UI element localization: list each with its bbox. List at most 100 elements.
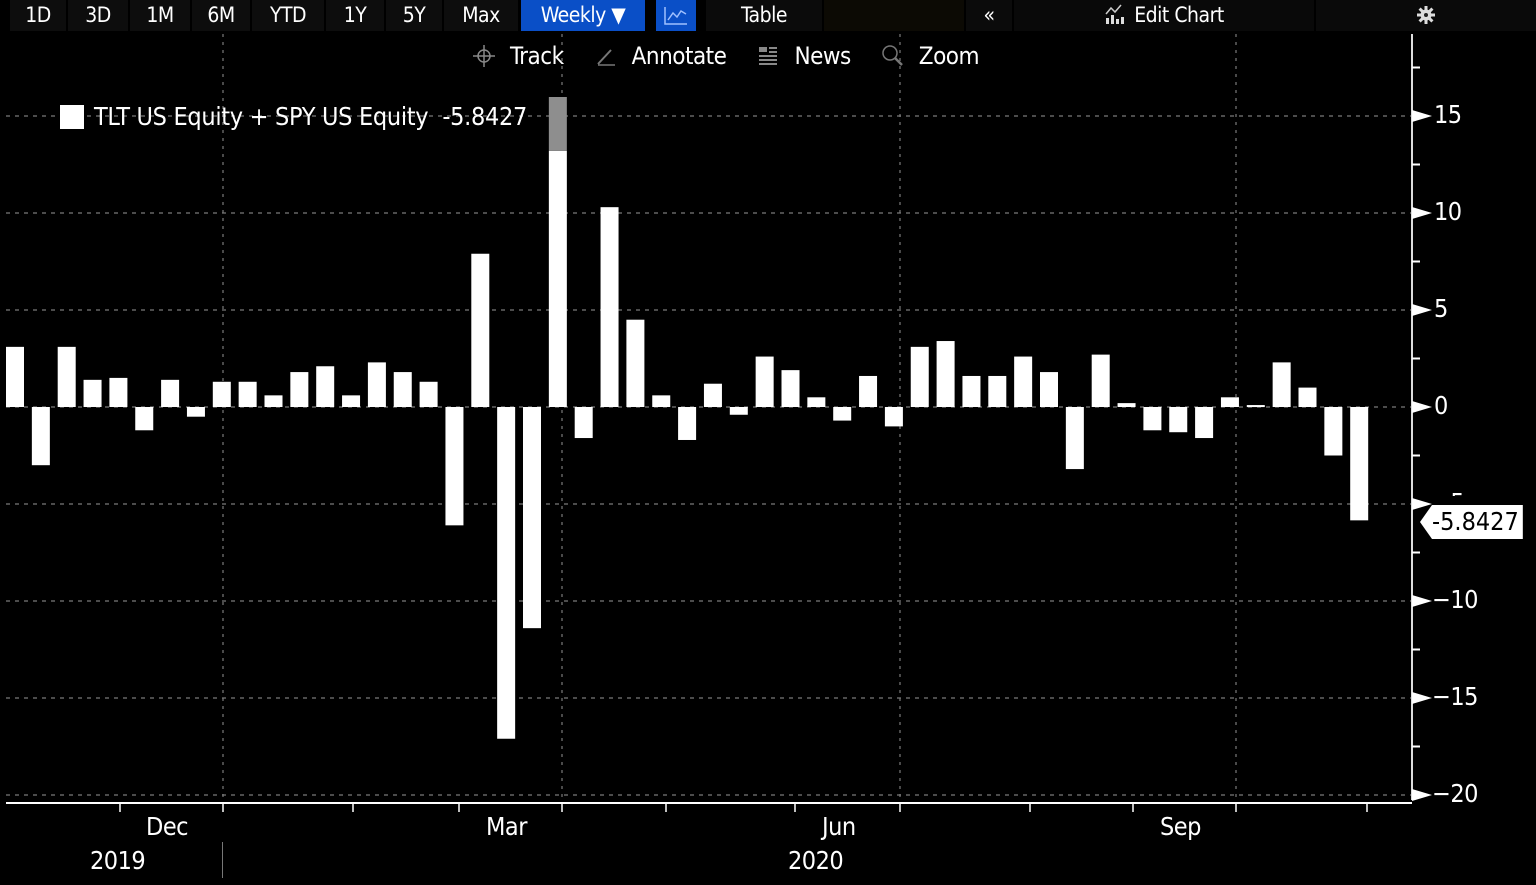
y-tick-major: [1412, 110, 1432, 122]
edit-chart-button[interactable]: Edit Chart: [1014, 0, 1314, 31]
annotate-button[interactable]: Annotate: [592, 42, 727, 70]
range-5y-button[interactable]: 5Y: [386, 0, 442, 31]
legend-swatch: [60, 104, 84, 129]
zoom-label: Zoom: [918, 42, 980, 70]
bar[interactable]: [678, 407, 697, 440]
bar[interactable]: [316, 366, 335, 407]
bar[interactable]: [186, 407, 205, 417]
bar[interactable]: [471, 253, 490, 407]
bar[interactable]: [1169, 407, 1188, 433]
bar[interactable]: [600, 207, 619, 407]
bar[interactable]: [212, 381, 231, 407]
bar[interactable]: [109, 377, 128, 407]
bar[interactable]: [626, 319, 645, 407]
bar[interactable]: [264, 395, 283, 407]
bar[interactable]: [755, 356, 774, 407]
bar[interactable]: [859, 375, 878, 407]
annotate-label: Annotate: [631, 42, 727, 70]
range-max-button[interactable]: Max: [444, 0, 518, 31]
bar[interactable]: [807, 397, 826, 407]
bar[interactable]: [6, 346, 24, 407]
track-label: Track: [510, 42, 564, 70]
track-button[interactable]: Track: [470, 42, 564, 70]
x-label-sep: Sep: [1160, 812, 1201, 841]
bar[interactable]: [1014, 356, 1033, 407]
bar[interactable]: [1040, 372, 1058, 407]
gear-icon: [1417, 6, 1435, 24]
bar[interactable]: [574, 407, 593, 439]
bar[interactable]: [1091, 354, 1110, 407]
bar[interactable]: [1117, 403, 1136, 407]
bar[interactable]: [1195, 407, 1214, 439]
chart-type-button[interactable]: [656, 0, 696, 31]
frequency-dropdown[interactable]: Weekly ▼: [521, 0, 645, 31]
bar[interactable]: [703, 383, 722, 407]
bar[interactable]: [83, 379, 102, 407]
range-ytd-button[interactable]: YTD: [252, 0, 324, 31]
y-tick-label: 10: [1434, 197, 1462, 226]
bar[interactable]: [523, 407, 541, 629]
bar[interactable]: [988, 375, 1007, 407]
bar[interactable]: [1298, 387, 1317, 407]
y-tick-label: 5: [1434, 294, 1448, 323]
bar[interactable]: [781, 370, 800, 407]
y-tick-major: [1412, 595, 1432, 607]
range-1y-button[interactable]: 1Y: [326, 0, 384, 31]
x-label-mar: Mar: [486, 812, 527, 841]
bar[interactable]: [419, 381, 438, 407]
news-button[interactable]: News: [754, 42, 851, 70]
bar[interactable]: [1065, 407, 1084, 470]
zoom-button[interactable]: Zoom: [879, 42, 980, 70]
bar[interactable]: [1143, 407, 1162, 431]
year-divider: [222, 842, 223, 878]
table-button[interactable]: Table: [706, 0, 822, 31]
bar[interactable]: [497, 407, 516, 739]
range-3d-button[interactable]: 3D: [68, 0, 128, 31]
bar[interactable]: [1272, 362, 1291, 407]
bar[interactable]: [367, 362, 386, 407]
bar[interactable]: [1246, 405, 1265, 408]
bar[interactable]: [135, 407, 154, 431]
settings-button[interactable]: [1316, 0, 1536, 31]
news-icon: [754, 42, 782, 70]
y-tick-label: −15: [1432, 682, 1478, 711]
bar[interactable]: [161, 379, 180, 407]
magnifier-icon: [879, 42, 907, 70]
bar[interactable]: [962, 375, 981, 407]
bar[interactable]: [393, 372, 412, 407]
range-1d-button[interactable]: 1D: [10, 0, 66, 31]
chart-toolbar: 1D 3D 1M 6M YTD 1Y 5Y Max Weekly ▼ Table…: [0, 0, 1536, 32]
y-tick-label: −5: [1432, 488, 1464, 496]
bar[interactable]: [884, 407, 903, 427]
chart-subtoolbar: Track Annotate News Zoom: [470, 38, 1007, 74]
y-tick-major: [1412, 789, 1432, 801]
y-tick-label: 0: [1434, 391, 1448, 420]
toolbar-spacer: [824, 0, 964, 31]
bar[interactable]: [290, 372, 309, 407]
bar[interactable]: [833, 407, 852, 421]
bar[interactable]: [548, 150, 567, 408]
y-tick-major: [1412, 304, 1432, 316]
bar[interactable]: [652, 395, 671, 407]
y-tick-label: −20: [1432, 779, 1478, 808]
bar[interactable]: [729, 407, 748, 415]
collapse-button[interactable]: «: [966, 0, 1012, 31]
bar[interactable]: [910, 346, 929, 407]
bar[interactable]: [31, 407, 50, 466]
y-tick-label: 15: [1434, 100, 1462, 129]
bar[interactable]: [342, 395, 361, 407]
bar[interactable]: [238, 381, 257, 407]
bar[interactable]: [57, 346, 76, 407]
range-6m-button[interactable]: 6M: [192, 0, 250, 31]
legend-last-value: -5.8427: [442, 102, 528, 131]
y-tick-major: [1412, 498, 1432, 510]
hover-highlight: [548, 97, 567, 151]
range-1m-button[interactable]: 1M: [130, 0, 190, 31]
y-tick-major: [1412, 401, 1432, 413]
bar[interactable]: [1324, 407, 1343, 456]
bar[interactable]: [936, 341, 955, 407]
bar[interactable]: [1220, 397, 1239, 407]
bar[interactable]: [1350, 407, 1369, 521]
bar[interactable]: [445, 407, 464, 526]
